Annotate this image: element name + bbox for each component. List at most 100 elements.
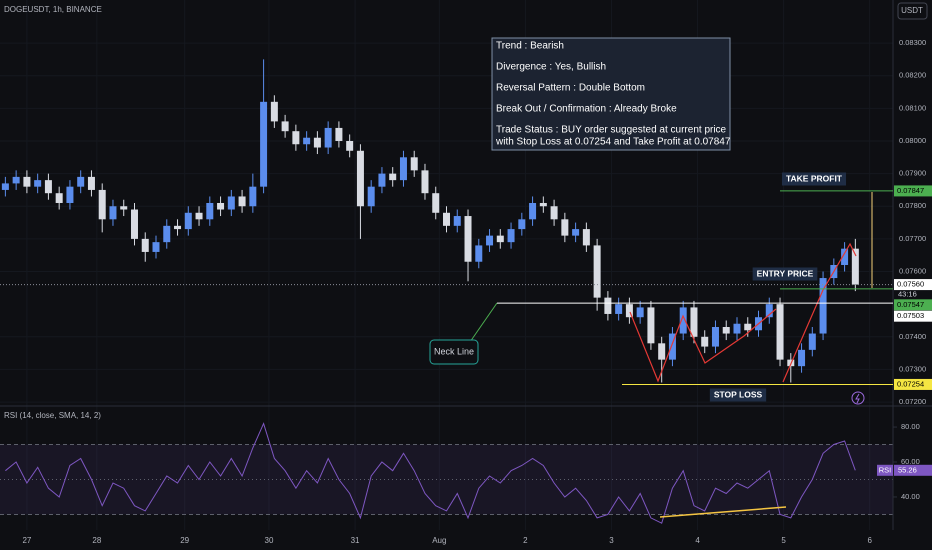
marks bbox=[1, 59, 859, 524]
pattern-line bbox=[629, 308, 777, 383]
candle-body bbox=[141, 238, 149, 252]
neck-pointer bbox=[469, 302, 498, 343]
x-tick-label: 29 bbox=[180, 536, 189, 545]
candle-body bbox=[206, 202, 214, 220]
candle-body bbox=[163, 225, 171, 243]
candle-body bbox=[303, 137, 311, 145]
rsi-tick-label: 40.00 bbox=[901, 492, 920, 501]
rsi-line bbox=[5, 422, 856, 524]
candle-body bbox=[529, 202, 537, 220]
candle-body bbox=[66, 186, 74, 203]
divergence-line bbox=[659, 506, 787, 518]
candle-body bbox=[23, 176, 31, 187]
price-badge-label: 0.07847 bbox=[897, 186, 924, 195]
candle-body bbox=[378, 173, 386, 187]
y-tick-label: 0.08100 bbox=[899, 103, 926, 112]
symbol: DOGEUSDT, 1h, BINANCE bbox=[4, 5, 102, 14]
candle-body bbox=[217, 202, 225, 210]
y-tick-label: 0.08300 bbox=[899, 38, 926, 47]
candle-body bbox=[507, 229, 515, 243]
candle-body bbox=[44, 180, 52, 194]
rsi-badge bbox=[877, 464, 893, 476]
info-line: Trend : Bearish bbox=[496, 41, 564, 52]
x-tick-label: 31 bbox=[351, 536, 360, 545]
price-badge bbox=[894, 299, 932, 311]
candle-body bbox=[389, 173, 397, 181]
candle-body bbox=[518, 219, 526, 230]
candle-body bbox=[281, 121, 289, 132]
rsi-tick-label: 60.00 bbox=[901, 457, 920, 466]
candle-body bbox=[733, 323, 741, 334]
candle-body bbox=[744, 323, 752, 331]
candle-body bbox=[464, 216, 472, 262]
candle-body bbox=[550, 206, 558, 220]
candle-body bbox=[486, 235, 494, 246]
price-badge bbox=[894, 279, 932, 291]
level-tag: STOP LOSS bbox=[714, 389, 763, 399]
candle-body bbox=[292, 131, 300, 145]
candle-body bbox=[249, 186, 257, 207]
alert-icon[interactable] bbox=[851, 391, 865, 405]
x-tick-label: 27 bbox=[22, 536, 31, 545]
y-tick-label: 0.07800 bbox=[899, 201, 926, 210]
candle-body bbox=[174, 225, 182, 230]
candle-body bbox=[98, 189, 106, 220]
rsi-value-label: 55.26 bbox=[898, 465, 917, 474]
rsi-value-badge bbox=[894, 464, 932, 476]
candle-body bbox=[238, 196, 246, 207]
candle-body bbox=[841, 248, 849, 265]
candle-body bbox=[1, 183, 9, 190]
currency[interactable]: USDT bbox=[901, 6, 923, 15]
price-badge-label: 0.07560 bbox=[897, 280, 924, 289]
candle-body bbox=[313, 137, 321, 148]
candle-body bbox=[475, 245, 483, 262]
currency-button[interactable] bbox=[897, 2, 928, 20]
candle-body bbox=[690, 307, 698, 337]
alert-bolt bbox=[855, 393, 860, 404]
rsi-badge-label: RSI bbox=[879, 465, 892, 474]
candle-body bbox=[808, 333, 816, 350]
x-tick-label: Aug bbox=[432, 536, 446, 545]
y-tick-label: 0.07700 bbox=[899, 234, 926, 243]
candle-body bbox=[722, 327, 730, 334]
candle-body bbox=[711, 327, 719, 347]
candle-body bbox=[260, 101, 268, 187]
candle-body bbox=[776, 304, 784, 360]
info-line: Break Out / Confirmation : Already Broke bbox=[496, 104, 677, 115]
candle-body bbox=[625, 304, 633, 318]
level-tag: Neck Line bbox=[434, 346, 474, 356]
candle-body bbox=[421, 170, 429, 194]
candle-body bbox=[582, 229, 590, 246]
candle-body bbox=[227, 196, 235, 210]
candle-body bbox=[615, 304, 623, 314]
candle-body bbox=[152, 242, 160, 252]
price-badge-label: 0.07547 bbox=[897, 300, 924, 309]
candle-body bbox=[819, 278, 827, 334]
y-tick-label: 0.07400 bbox=[899, 332, 926, 341]
candle-body bbox=[34, 180, 42, 187]
candle-body bbox=[668, 333, 676, 360]
candle-body bbox=[270, 101, 278, 122]
candle-body bbox=[109, 206, 117, 220]
pattern-line bbox=[782, 242, 857, 383]
neck-box bbox=[429, 339, 479, 365]
candle-body bbox=[367, 186, 375, 207]
y-tick-label: 0.07900 bbox=[899, 169, 926, 178]
rsi-tick-label: 80.00 bbox=[901, 422, 920, 431]
candle-body bbox=[593, 245, 601, 298]
y-tick-label: 0.08200 bbox=[899, 71, 926, 80]
y-tick-label: 0.07600 bbox=[899, 267, 926, 276]
x-tick-label: 4 bbox=[695, 536, 700, 545]
candle-body bbox=[410, 157, 418, 171]
x-tick-label: 6 bbox=[867, 536, 872, 545]
x-tick-label: 28 bbox=[92, 536, 101, 545]
tag-box bbox=[709, 388, 767, 402]
y-tick-label: 0.07300 bbox=[899, 364, 926, 373]
info-line: with Stop Loss at 0.07254 and Take Profi… bbox=[495, 137, 731, 148]
candle-body bbox=[496, 235, 504, 243]
candle-body bbox=[453, 216, 461, 226]
price-badge bbox=[894, 378, 932, 390]
candle-body bbox=[798, 349, 806, 367]
